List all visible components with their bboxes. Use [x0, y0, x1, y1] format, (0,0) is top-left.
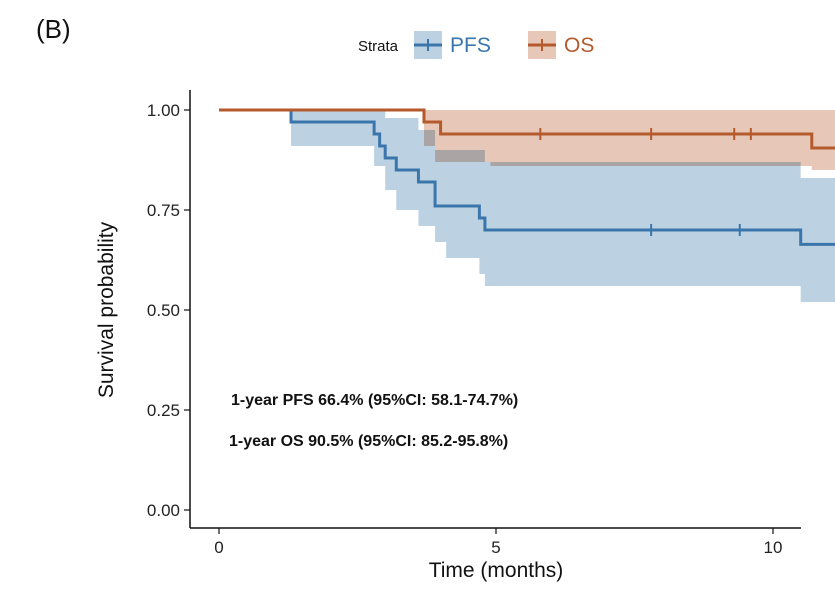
survival-curves — [219, 108, 835, 246]
annotation-pfs: 1-year PFS 66.4% (95%CI: 58.1-74.7%) — [231, 392, 518, 409]
y-tick-label: 0.25 — [147, 401, 180, 420]
x-tick-label: 5 — [491, 538, 500, 557]
y-tick-label: 0.50 — [147, 301, 180, 320]
survival-line-pfs — [219, 108, 835, 246]
legend-label-pfs: PFS — [450, 34, 491, 57]
y-tick-label: 1.00 — [147, 101, 180, 120]
ticks: 051015200.000.250.500.751.00 — [147, 101, 783, 557]
y-tick-label: 0.00 — [147, 501, 180, 520]
x-axis-title: Time (months) — [429, 559, 564, 582]
legend-label-os: OS — [564, 34, 594, 57]
x-tick-label: 0 — [214, 538, 223, 557]
y-tick-label: 0.75 — [147, 201, 180, 220]
legend: Strata PFS OS — [358, 31, 594, 59]
ci-band-os — [219, 110, 835, 170]
y-axis-title: Survival probability — [95, 221, 118, 398]
legend-title: Strata — [358, 38, 399, 55]
ci-band-pfs — [219, 110, 835, 302]
x-tick-label: 10 — [764, 538, 783, 557]
annotation-os: 1-year OS 90.5% (95%CI: 85.2-95.8%) — [229, 433, 508, 450]
survival-line-os — [219, 108, 835, 150]
panel-label: (B) — [36, 14, 71, 44]
ci-bands — [219, 110, 835, 302]
censor-marks — [539, 128, 752, 236]
